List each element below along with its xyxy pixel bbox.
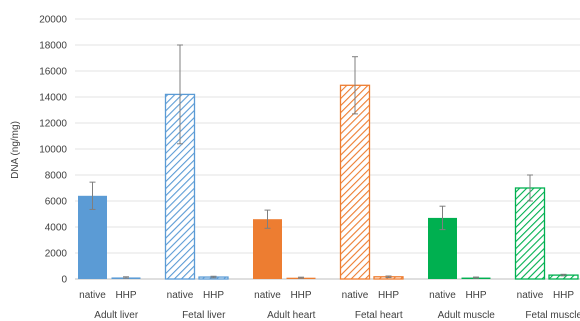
x-treatment-label: HHP (115, 290, 136, 301)
error-bars (89, 44, 567, 279)
x-treatment-label: native (429, 290, 456, 301)
x-group-label: Adult muscle (438, 310, 496, 321)
y-axis-ticks: 0 2000 4000 6000 8000 10000 12000 14000 16000 180… (39, 15, 67, 286)
bars (78, 84, 579, 280)
bar-fetal-muscle-native (514, 187, 546, 280)
x-group-label: Adult liver (94, 310, 139, 321)
gridlines (75, 18, 580, 280)
x-treatment-label: native (254, 290, 281, 301)
x-treatment-label: HHP (553, 290, 574, 301)
x-group-label: Fetal heart (355, 310, 403, 321)
y-tick-label: 0 (61, 275, 67, 286)
y-tick-label: 12000 (39, 119, 67, 130)
x-treatment-label: native (517, 290, 544, 301)
y-tick-label: 16000 (39, 67, 67, 78)
x-treatment-label: HHP (203, 290, 224, 301)
x-treatment-label: native (342, 290, 369, 301)
x-treatment-label: HHP (290, 290, 311, 301)
x-group-label: Fetal muscle (525, 310, 580, 321)
y-tick-label: 20000 (39, 15, 67, 26)
y-tick-label: 14000 (39, 93, 67, 104)
y-tick-label: 2000 (45, 249, 68, 260)
y-tick-label: 18000 (39, 41, 67, 52)
x-group-label: Adult heart (267, 310, 316, 321)
y-tick-label: 8000 (45, 171, 68, 182)
x-treatment-label: native (167, 290, 194, 301)
y-tick-label: 6000 (45, 197, 68, 208)
x-group-label: Fetal liver (182, 310, 226, 321)
x-treatment-label: HHP (378, 290, 399, 301)
x-axis-labels: native HHP Adult liver native HHP Fetal liver… (79, 290, 580, 321)
y-axis-label: DNA (ng/mg) (10, 121, 21, 179)
bar-adult-heart-native (253, 219, 282, 279)
x-treatment-label: native (79, 290, 106, 301)
y-tick-label: 4000 (45, 223, 68, 234)
y-tick-label: 10000 (39, 145, 67, 156)
x-treatment-label: HHP (465, 290, 486, 301)
bar-fetal-heart-native (339, 84, 371, 280)
